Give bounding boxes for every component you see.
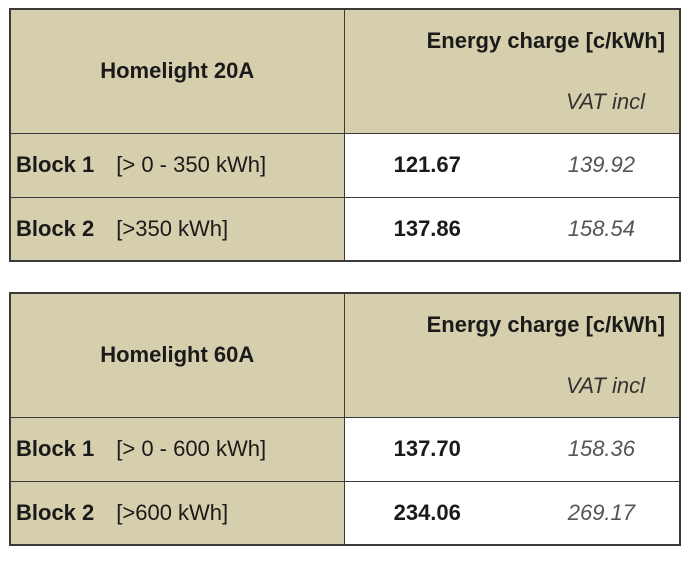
block-range: [>350 kWh] — [116, 215, 229, 241]
block-label-cell: Block 1 [> 0 - 600 kWh] — [9, 416, 345, 482]
block-range: [> 0 - 350 kWh] — [116, 152, 267, 177]
energy-charge-value: 137.86 — [343, 196, 510, 262]
block-label-cell: Block 2 [>600 kWh] — [9, 480, 345, 546]
tariff-table-60a: Homelight 60A Energy charge [c/kWh] VAT … — [9, 292, 682, 546]
vat-incl-header: VAT incl — [343, 355, 681, 418]
vat-incl-header: VAT incl — [343, 71, 681, 134]
block-range: [>600 kWh] — [116, 499, 229, 525]
energy-charge-vat-value: 139.92 — [510, 132, 681, 198]
tariff-title: Homelight 60A — [9, 292, 345, 418]
block-label-cell: Block 1 [> 0 - 350 kWh] — [9, 132, 345, 198]
energy-charge-vat-value: 158.54 — [510, 196, 681, 262]
block-range: [> 0 - 600 kWh] — [116, 436, 267, 461]
energy-charge-value: 121.67 — [343, 132, 510, 198]
tariff-title: Homelight 20A — [9, 8, 345, 134]
energy-charge-vat-value: 158.36 — [510, 416, 681, 482]
block-name: Block 2 — [16, 215, 95, 241]
tariff-table-20a: Homelight 20A Energy charge [c/kWh] VAT … — [9, 8, 682, 262]
energy-charge-value: 137.70 — [343, 416, 510, 482]
block-name: Block 2 — [16, 499, 95, 525]
block-name: Block 1 — [16, 152, 95, 177]
energy-charge-header: Energy charge [c/kWh] — [343, 292, 681, 355]
energy-charge-value: 234.06 — [343, 480, 510, 546]
block-label-cell: Block 2 [>350 kWh] — [9, 196, 345, 262]
energy-charge-header: Energy charge [c/kWh] — [343, 8, 681, 71]
energy-charge-vat-value: 269.17 — [510, 480, 681, 546]
block-name: Block 1 — [16, 436, 95, 461]
